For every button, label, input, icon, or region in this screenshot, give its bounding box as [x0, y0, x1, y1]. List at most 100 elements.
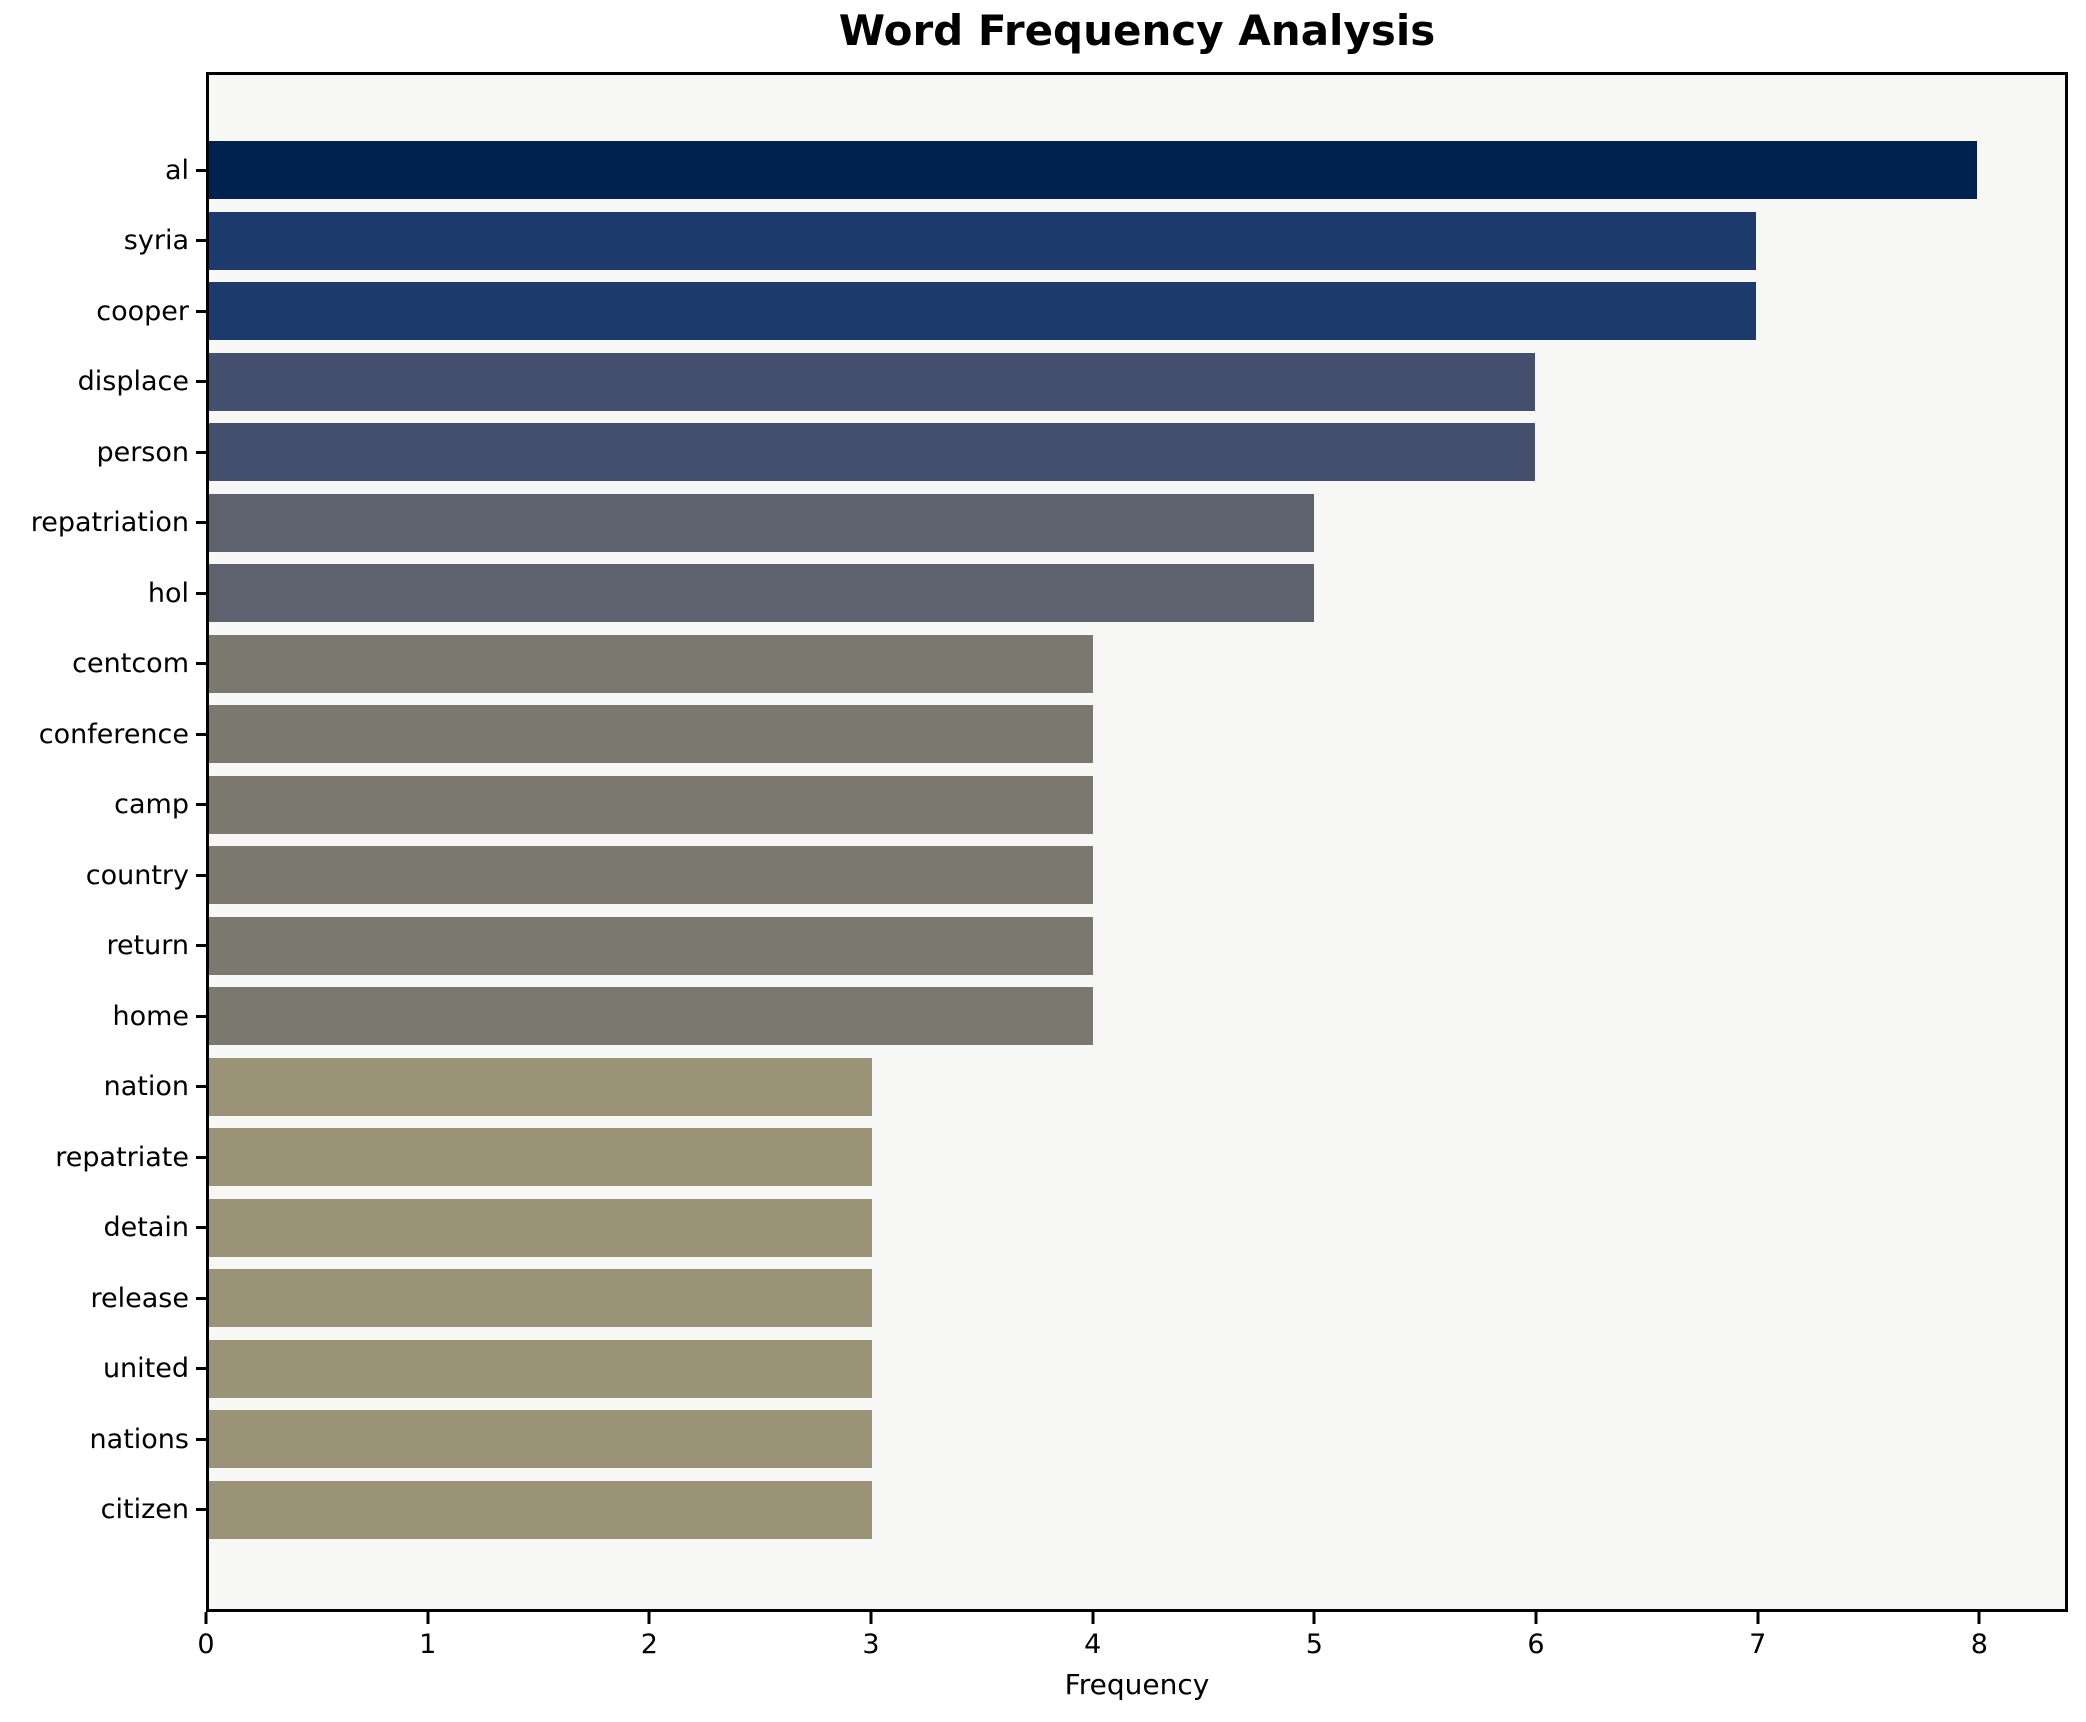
bar-row — [209, 770, 2065, 841]
y-tick-mark — [196, 168, 206, 172]
x-tick-label: 5 — [1305, 1629, 1323, 1660]
bar-centcom — [209, 634, 1093, 693]
bar-row — [209, 347, 2065, 418]
bar-row — [209, 558, 2065, 629]
y-tick-row: nations — [0, 1404, 206, 1475]
y-tick-mark — [196, 239, 206, 243]
y-tick-row: al — [0, 135, 206, 206]
bar-country — [209, 846, 1093, 905]
bar-release — [209, 1269, 872, 1328]
y-tick-mark — [196, 1085, 206, 1089]
bar-cooper — [209, 282, 1756, 341]
x-tick-mark — [1534, 1612, 1538, 1624]
bar-row — [209, 1122, 2065, 1193]
bar-united — [209, 1339, 872, 1398]
y-tick-mark — [196, 873, 206, 877]
bar-row — [209, 1052, 2065, 1123]
bar-row — [209, 699, 2065, 770]
y-tick-row: citizen — [0, 1475, 206, 1546]
x-tick-mark — [1977, 1612, 1981, 1624]
y-tick-label: nations — [89, 1423, 189, 1455]
x-tick-mark — [1312, 1612, 1316, 1624]
y-tick-row: centcom — [0, 629, 206, 700]
chart-title: Word Frequency Analysis — [838, 6, 1436, 55]
bars-area — [209, 135, 2065, 1545]
bar-row — [209, 488, 2065, 559]
y-tick-label: repatriation — [30, 507, 189, 539]
y-tick-mark — [196, 1508, 206, 1512]
x-tick-label: 4 — [1084, 1629, 1102, 1660]
y-tick-row: repatriation — [0, 488, 206, 559]
y-tick-row: nation — [0, 1052, 206, 1123]
y-tick-row: release — [0, 1263, 206, 1334]
bar-al — [209, 141, 1977, 200]
bar-row — [209, 1193, 2065, 1264]
y-tick-row: conference — [0, 699, 206, 770]
y-tick-mark — [196, 309, 206, 313]
bar-home — [209, 987, 1093, 1046]
x-tick-label: 2 — [640, 1629, 658, 1660]
x-tick-label: 7 — [1749, 1629, 1767, 1660]
y-tick-label: al — [164, 154, 189, 186]
y-tick-label: united — [102, 1353, 189, 1385]
bar-citizen — [209, 1480, 872, 1539]
y-tick-label: return — [106, 930, 189, 962]
bar-row — [209, 206, 2065, 277]
bar-displace — [209, 352, 1535, 411]
y-tick-label: home — [112, 1000, 189, 1032]
y-tick-label: detain — [103, 1212, 190, 1244]
bar-row — [209, 417, 2065, 488]
y-tick-mark — [196, 1367, 206, 1371]
x-tick-mark — [204, 1612, 208, 1624]
y-tick-row: cooper — [0, 276, 206, 347]
y-tick-row: country — [0, 840, 206, 911]
y-tick-row: hol — [0, 558, 206, 629]
y-tick-row: syria — [0, 206, 206, 277]
y-tick-label: release — [90, 1282, 189, 1314]
y-tick-label: centcom — [72, 648, 189, 680]
y-tick-mark — [196, 1437, 206, 1441]
x-tick-mark — [1756, 1612, 1760, 1624]
y-tick-label: camp — [114, 789, 189, 821]
y-tick-mark — [196, 1296, 206, 1300]
x-tick-mark — [647, 1612, 651, 1624]
y-tick-label: country — [85, 859, 189, 891]
bar-row — [209, 135, 2065, 206]
bar-syria — [209, 211, 1756, 270]
y-tick-row: camp — [0, 770, 206, 841]
bar-nations — [209, 1410, 872, 1469]
bar-row — [209, 911, 2065, 982]
y-tick-mark — [196, 803, 206, 807]
x-tick-mark — [869, 1612, 873, 1624]
bar-repatriate — [209, 1128, 872, 1187]
y-tick-label: displace — [77, 366, 189, 398]
bar-row — [209, 1404, 2065, 1475]
y-tick-label: person — [96, 436, 189, 468]
bar-nation — [209, 1057, 872, 1116]
bar-row — [209, 1334, 2065, 1405]
bar-row — [209, 1475, 2065, 1546]
y-tick-label: syria — [123, 225, 189, 257]
y-tick-label: conference — [38, 718, 189, 750]
y-tick-row: repatriate — [0, 1122, 206, 1193]
y-tick-label: repatriate — [55, 1141, 189, 1173]
bar-row — [209, 629, 2065, 700]
bar-row — [209, 981, 2065, 1052]
y-tick-mark — [196, 450, 206, 454]
y-tick-row: return — [0, 911, 206, 982]
y-tick-row: detain — [0, 1193, 206, 1264]
x-tick-label: 1 — [419, 1629, 437, 1660]
y-tick-label: hol — [147, 577, 189, 609]
y-tick-mark — [196, 591, 206, 595]
bar-row — [209, 840, 2065, 911]
y-tick-mark — [196, 1155, 206, 1159]
bar-hol — [209, 564, 1314, 623]
bar-row — [209, 1263, 2065, 1334]
x-tick-label: 6 — [1527, 1629, 1545, 1660]
y-tick-mark — [196, 944, 206, 948]
bar-return — [209, 916, 1093, 975]
x-tick-label: 3 — [862, 1629, 880, 1660]
x-tick-label: 0 — [197, 1629, 215, 1660]
x-tick-mark — [1091, 1612, 1095, 1624]
